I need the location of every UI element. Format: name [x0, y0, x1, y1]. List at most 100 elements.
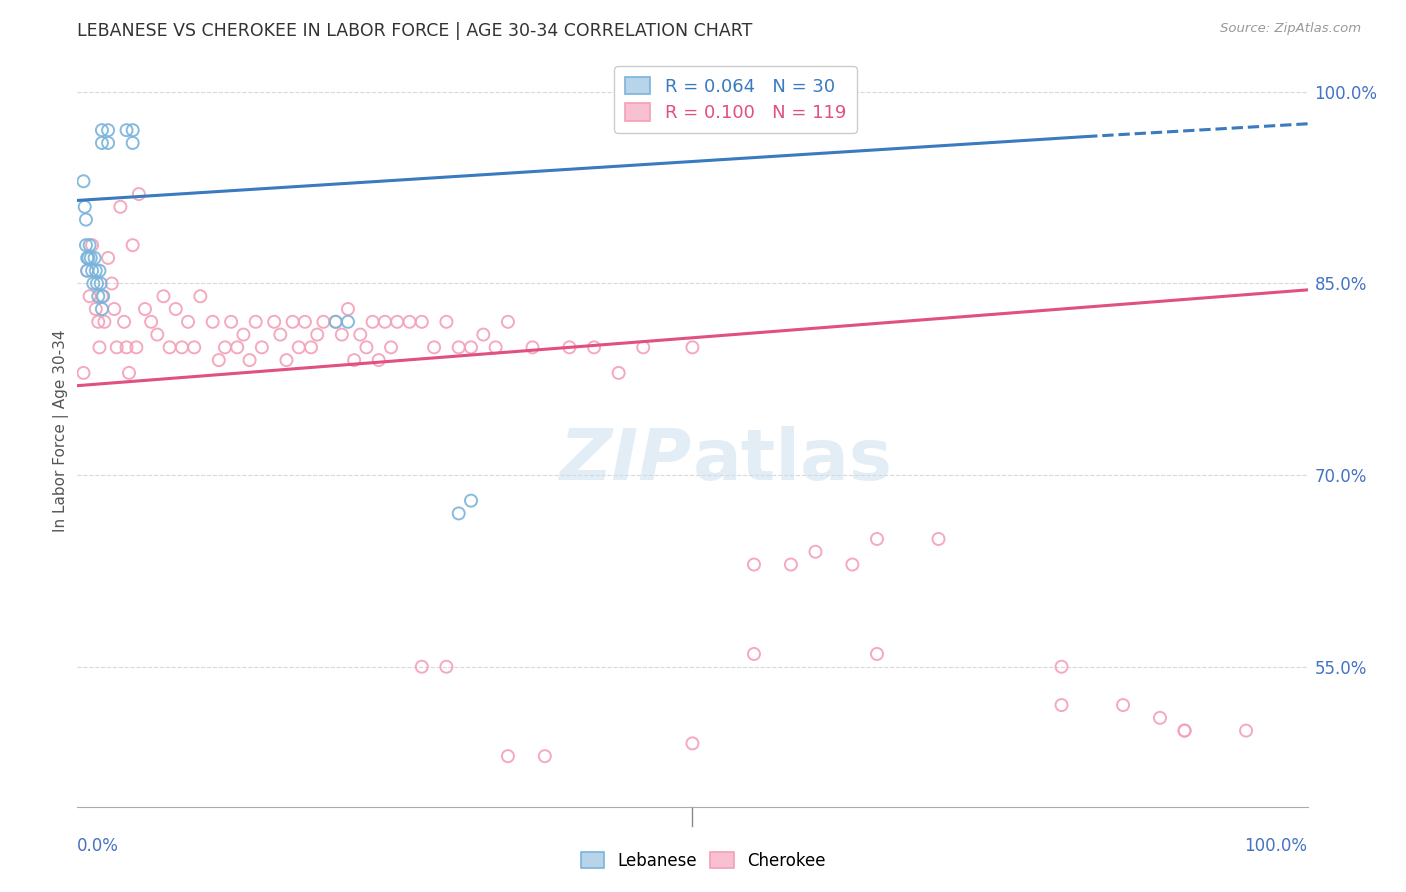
- Point: [411, 315, 433, 329]
- Point: [522, 340, 544, 354]
- Point: [325, 315, 347, 329]
- Point: [125, 340, 148, 354]
- Point: [1050, 659, 1073, 673]
- Text: 100.0%: 100.0%: [1244, 838, 1308, 855]
- Point: [93, 315, 115, 329]
- Point: [177, 315, 200, 329]
- Point: [380, 340, 402, 354]
- Point: [159, 340, 181, 354]
- Point: [190, 289, 212, 303]
- Point: [112, 315, 135, 329]
- Point: [447, 340, 470, 354]
- Point: [90, 301, 114, 316]
- Point: [263, 315, 285, 329]
- Point: [89, 340, 111, 354]
- Point: [97, 251, 120, 265]
- Point: [349, 327, 371, 342]
- Point: [110, 200, 132, 214]
- Point: [115, 340, 138, 354]
- Point: [1174, 723, 1197, 738]
- Point: [423, 340, 446, 354]
- Point: [804, 545, 827, 559]
- Point: [118, 366, 141, 380]
- Point: [76, 251, 98, 265]
- Point: [121, 238, 143, 252]
- Point: [152, 289, 174, 303]
- Point: [1174, 723, 1197, 738]
- Point: [82, 263, 104, 277]
- Point: [367, 353, 389, 368]
- Point: [79, 289, 101, 303]
- Legend: Lebanese, Cherokee: Lebanese, Cherokee: [574, 846, 832, 877]
- Point: [742, 647, 765, 661]
- Point: [436, 315, 458, 329]
- Point: [121, 136, 143, 150]
- Point: [281, 315, 304, 329]
- Point: [239, 353, 262, 368]
- Point: [128, 187, 150, 202]
- Point: [214, 340, 236, 354]
- Point: [866, 532, 889, 546]
- Point: [121, 123, 143, 137]
- Point: [134, 301, 156, 316]
- Point: [90, 123, 114, 137]
- Point: [183, 340, 205, 354]
- Point: [97, 136, 120, 150]
- Point: [337, 301, 360, 316]
- Point: [633, 340, 655, 354]
- Point: [245, 315, 267, 329]
- Point: [583, 340, 606, 354]
- Point: [72, 174, 94, 188]
- Point: [208, 353, 231, 368]
- Point: [90, 289, 114, 303]
- Point: [90, 136, 114, 150]
- Point: [374, 315, 396, 329]
- Point: [87, 315, 110, 329]
- Point: [73, 200, 96, 214]
- Point: [170, 340, 193, 354]
- Point: [80, 251, 103, 265]
- Point: [86, 277, 108, 291]
- Point: [928, 532, 950, 546]
- Text: 0.0%: 0.0%: [77, 838, 120, 855]
- Point: [411, 659, 433, 673]
- Point: [105, 340, 128, 354]
- Point: [330, 327, 353, 342]
- Point: [97, 123, 120, 137]
- Point: [77, 251, 100, 265]
- Point: [780, 558, 803, 572]
- Point: [558, 340, 581, 354]
- Point: [337, 315, 360, 329]
- Point: [165, 301, 187, 316]
- Point: [75, 238, 97, 252]
- Point: [219, 315, 242, 329]
- Point: [682, 736, 704, 750]
- Point: [742, 558, 765, 572]
- Point: [76, 263, 98, 277]
- Point: [460, 340, 482, 354]
- Point: [485, 340, 508, 354]
- Point: [1149, 711, 1171, 725]
- Point: [460, 493, 482, 508]
- Point: [103, 301, 125, 316]
- Point: [76, 263, 98, 277]
- Point: [269, 327, 291, 342]
- Point: [90, 277, 112, 291]
- Point: [361, 315, 384, 329]
- Point: [1112, 698, 1135, 712]
- Point: [436, 659, 458, 673]
- Point: [496, 315, 519, 329]
- Text: ZIP: ZIP: [560, 426, 693, 495]
- Point: [101, 277, 124, 291]
- Point: [841, 558, 863, 572]
- Point: [534, 749, 557, 764]
- Legend: R = 0.064   N = 30, R = 0.100   N = 119: R = 0.064 N = 30, R = 0.100 N = 119: [614, 66, 856, 133]
- Point: [232, 327, 254, 342]
- Point: [250, 340, 273, 354]
- Point: [866, 647, 889, 661]
- Point: [356, 340, 378, 354]
- Point: [472, 327, 495, 342]
- Point: [79, 238, 101, 252]
- Point: [496, 749, 519, 764]
- Point: [312, 315, 335, 329]
